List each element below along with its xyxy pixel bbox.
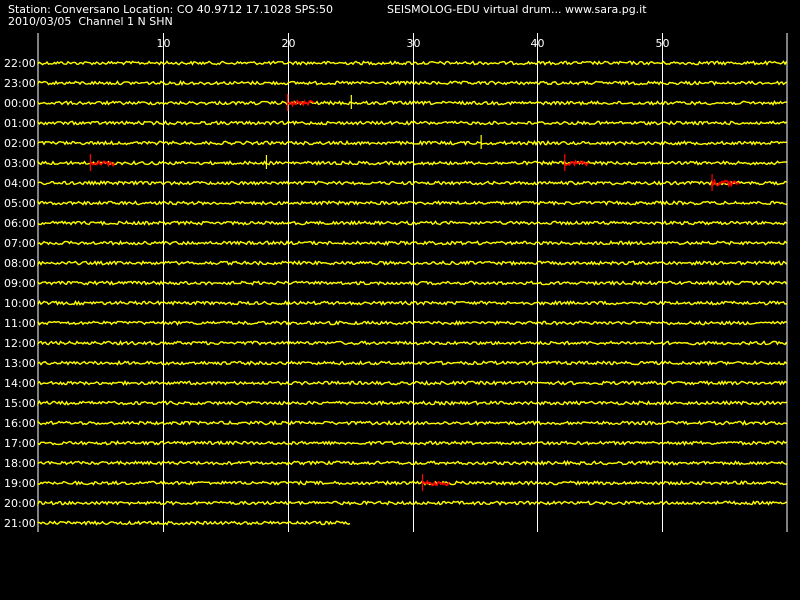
trace-0100	[37, 120, 787, 126]
trace-1700	[37, 440, 787, 447]
row-label-1200: 12:00	[4, 337, 36, 350]
event-trace-4	[421, 479, 450, 487]
trace-1800	[37, 459, 787, 467]
app-title: SEISMOLOG-EDU virtual drum... www.sara.p…	[387, 3, 647, 16]
trace-2200	[37, 60, 788, 66]
row-label-0800: 08:00	[4, 257, 36, 270]
trace-1400	[37, 379, 787, 386]
row-label-1100: 11:00	[4, 317, 36, 330]
row-label-0600: 06:00	[4, 217, 36, 230]
row-label-0100: 01:00	[4, 117, 36, 130]
event-trace-3	[711, 178, 740, 188]
row-label-0000: 00:00	[4, 97, 36, 110]
trace-1000	[37, 299, 787, 306]
x-tick-label-30: 30	[407, 37, 421, 50]
trace-1900	[37, 479, 787, 486]
trace-0800	[37, 259, 788, 267]
trace-0500	[37, 199, 787, 207]
row-label-1700: 17:00	[4, 437, 36, 450]
station-info: Station: Conversano Location: CO 40.9712…	[8, 3, 333, 16]
row-label-1000: 10:00	[4, 297, 36, 310]
row-labels: 22:00 23:00 00:00 01:00 02:00 03:00 04:00 05:00…	[4, 57, 36, 530]
row-label-1500: 15:00	[4, 397, 36, 410]
row-label-0700: 07:00	[4, 237, 36, 250]
row-label-0400: 04:00	[4, 177, 36, 190]
trace-1600	[37, 419, 787, 426]
row-label-2100: 21:00	[4, 517, 36, 530]
trace-1100	[37, 319, 787, 327]
row-label-1300: 13:00	[4, 357, 36, 370]
trace-0000	[37, 99, 787, 107]
row-label-0200: 02:00	[4, 137, 36, 150]
trace-0400	[37, 180, 787, 186]
row-label-1400: 14:00	[4, 377, 36, 390]
x-tick-labels: 10 20 30 40 50	[157, 37, 670, 50]
trace-0700	[37, 239, 788, 247]
event-trace-1	[89, 159, 116, 168]
trace-2100	[37, 520, 351, 526]
trace-0200	[37, 139, 787, 147]
trace-1200	[37, 339, 788, 346]
row-label-1600: 16:00	[4, 417, 36, 430]
row-label-2000: 20:00	[4, 497, 36, 510]
x-tick-label-10: 10	[157, 37, 171, 50]
event-trace-0	[286, 99, 315, 108]
trace-0900	[37, 280, 788, 286]
trace-0600	[37, 220, 787, 226]
trace-0300	[37, 159, 787, 166]
row-label-0300: 03:00	[4, 157, 36, 170]
row-label-1800: 18:00	[4, 457, 36, 470]
trace-2300	[37, 79, 787, 87]
x-tick-label-50: 50	[656, 37, 670, 50]
row-label-2200: 22:00	[4, 57, 36, 70]
row-label-1900: 19:00	[4, 477, 36, 490]
x-tick-label-20: 20	[282, 37, 296, 50]
event-trace-2	[564, 159, 589, 167]
row-label-0500: 05:00	[4, 197, 36, 210]
date-channel-info: 2010/03/05 Channel 1 N SHN	[8, 15, 173, 28]
row-label-2300: 23:00	[4, 77, 36, 90]
trace-2000	[37, 500, 787, 507]
event-layer	[89, 94, 740, 491]
trace-1300	[37, 359, 788, 367]
trace-layer	[37, 60, 788, 526]
row-label-0900: 09:00	[4, 277, 36, 290]
x-tick-label-40: 40	[531, 37, 545, 50]
trace-1500	[37, 399, 787, 407]
